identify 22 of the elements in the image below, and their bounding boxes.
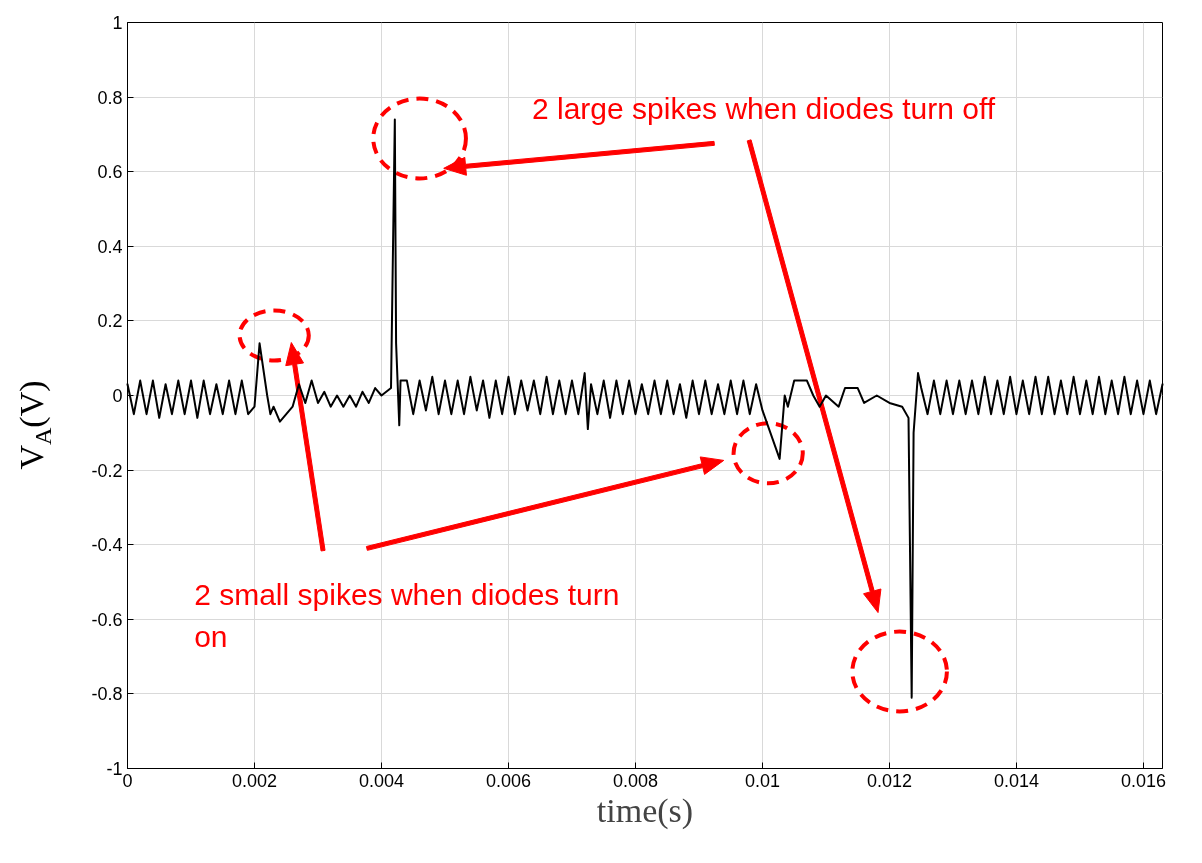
- y-tick-label: -0.2: [91, 460, 123, 481]
- y-tick-label: 0: [112, 386, 123, 406]
- x-tick-label: 0.008: [612, 770, 658, 791]
- y-tick-label: 0.4: [97, 236, 123, 257]
- annotation: 2 large spikes when diodes turn off: [531, 91, 996, 125]
- annotation: 2 small spikes when diodes turn on: [194, 578, 620, 653]
- y-tick-label: -1: [106, 759, 123, 779]
- y-tick-label: 0.6: [97, 162, 123, 183]
- y-tick-label: 0.2: [97, 311, 123, 332]
- x-tick-label: 0.012: [866, 770, 912, 791]
- x-tick-label: 0.004: [358, 770, 405, 791]
- y-tick-label: 0.8: [97, 87, 123, 108]
- x-axis-title: time(s): [596, 791, 694, 830]
- y-tick-label: -0.4: [91, 535, 123, 556]
- y-tick-label: 1: [112, 13, 123, 33]
- x-tick-label: 0.006: [485, 770, 532, 791]
- x-tick-label: 0.014: [993, 770, 1039, 791]
- y-tick-label: -0.6: [91, 609, 123, 630]
- x-tick-label: 0.016: [1120, 770, 1166, 791]
- x-tick-label: 0.01: [744, 770, 780, 791]
- x-tick-label: 0.002: [231, 770, 278, 791]
- y-tick-label: -0.8: [91, 684, 123, 705]
